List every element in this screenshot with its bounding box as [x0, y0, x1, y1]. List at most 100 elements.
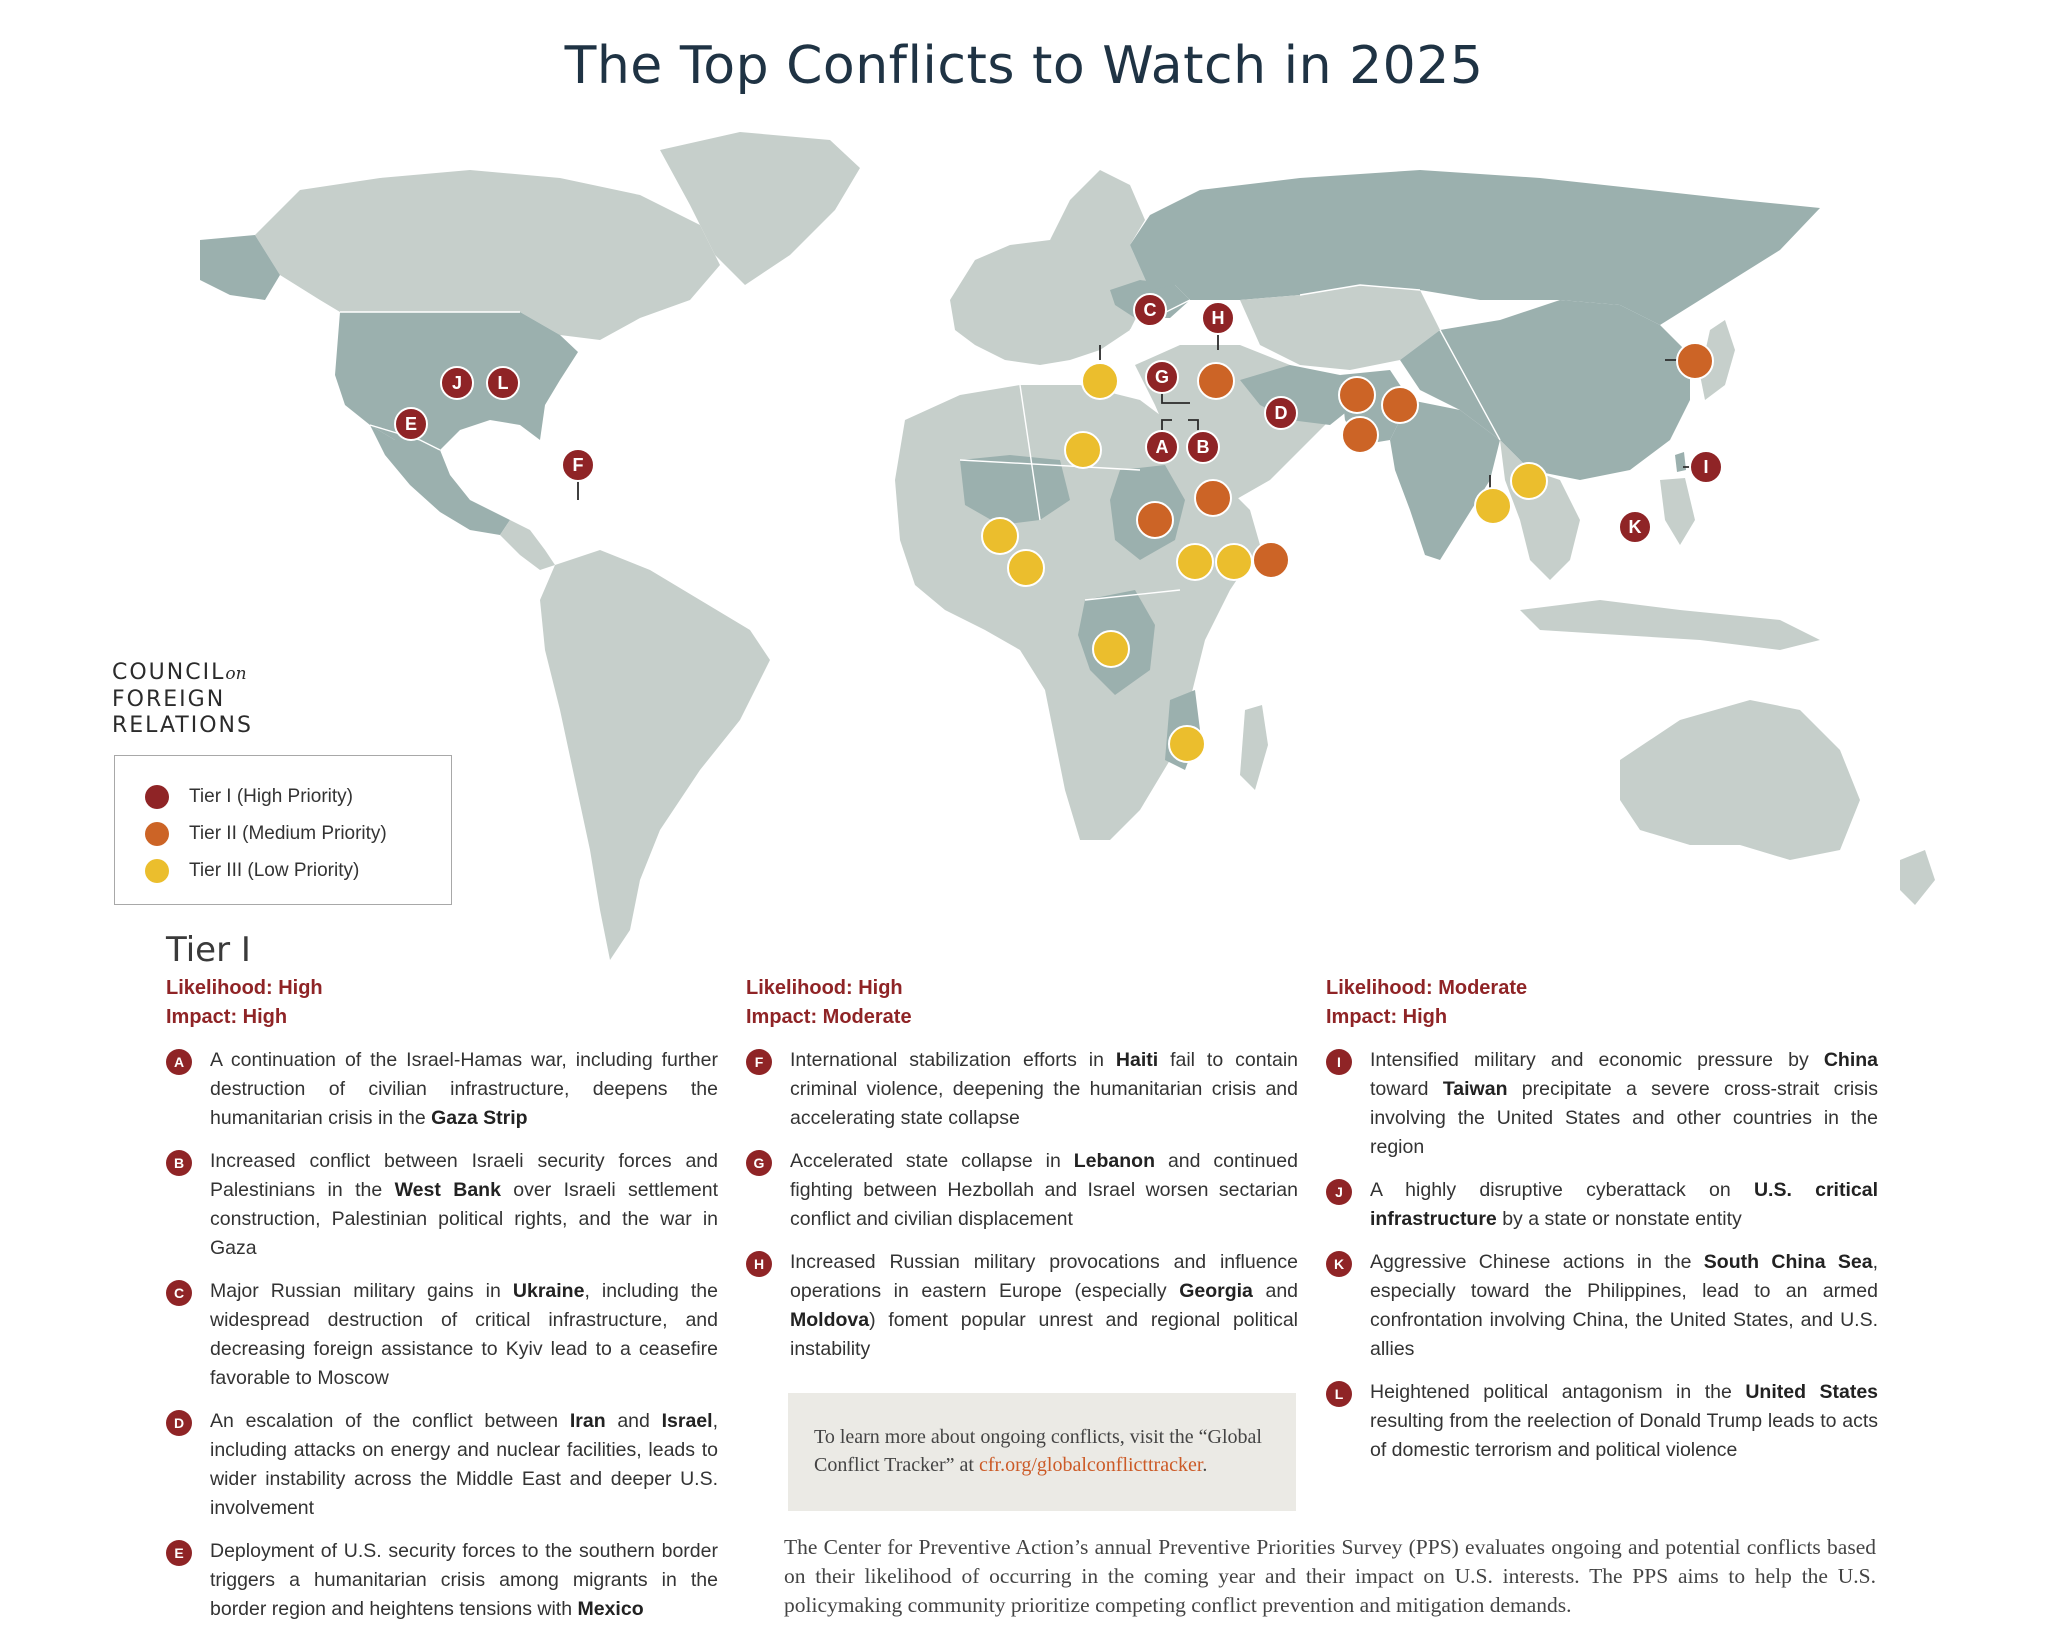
- marker-c[interactable]: C: [1133, 293, 1167, 327]
- tier3-marker-myanmar[interactable]: [1510, 462, 1548, 500]
- conflict-keyword: U.S. critical infrastructure: [1370, 1179, 1878, 1230]
- map-central-asia: [1240, 285, 1440, 370]
- likelihood-label: Likelihood: Moderate: [1326, 977, 1528, 999]
- conflict-text: and: [1252, 1280, 1299, 1302]
- tier3-marker-mozambique[interactable]: [1168, 725, 1206, 763]
- map-europe: [950, 200, 1150, 365]
- conflict-item-k: K Aggressive Chinese actions in the South…: [1326, 1248, 1878, 1364]
- legend-dot-tier1: [145, 784, 169, 809]
- conflict-keyword: Ukraine: [512, 1280, 585, 1302]
- conflict-text: Major Russian military gains in: [210, 1280, 513, 1302]
- conflict-text: resulting from the reelection of Donald …: [1370, 1410, 1878, 1461]
- conflict-item-j: J A highly disruptive cyberattack on U.S.…: [1326, 1176, 1878, 1234]
- conflict-item-a: A A continuation of the Israel-Hamas war,…: [166, 1046, 718, 1133]
- logo-line-council: COUNCIL: [112, 660, 226, 685]
- marker-a[interactable]: A: [1145, 430, 1179, 464]
- tier2-marker-pakistan-north[interactable]: [1381, 386, 1419, 424]
- conflict-text: , especially toward the Philippines, lea…: [1370, 1251, 1879, 1360]
- tier2-marker-afghanistan[interactable]: [1338, 376, 1376, 414]
- tier3-marker-libya[interactable]: [1064, 431, 1102, 469]
- conflict-text: Intensified military and economic pressu…: [1370, 1049, 1824, 1071]
- conflict-item-h: H Increased Russian military provocations…: [746, 1248, 1298, 1364]
- conflict-badge-j: J: [1326, 1179, 1352, 1205]
- tier2-marker-sudan[interactable]: [1136, 501, 1174, 539]
- conflict-text: A highly disruptive cyberattack on: [1370, 1179, 1754, 1201]
- conflict-keyword: Haiti: [1115, 1049, 1159, 1071]
- conflict-text: ) foment popular unrest and regional pol…: [790, 1309, 1298, 1360]
- conflict-keyword: Israel: [661, 1410, 713, 1432]
- conflict-badge-a: A: [166, 1049, 192, 1075]
- marker-l[interactable]: L: [486, 366, 520, 400]
- conflict-text: Increased Russian military provocations …: [790, 1251, 1298, 1302]
- pps-description: The Center for Preventive Action’s annua…: [784, 1535, 1876, 1617]
- conflict-badge-d: D: [166, 1410, 192, 1436]
- conflict-tracker-link[interactable]: cfr.org/globalconflicttracker: [978, 1454, 1203, 1476]
- marker-g[interactable]: G: [1145, 360, 1179, 394]
- legend-label-tier1: Tier I (High Priority): [189, 785, 353, 807]
- conflict-keyword: Mexico: [577, 1598, 644, 1620]
- legend-item-tier2: Tier II (Medium Priority): [145, 815, 451, 852]
- world-map: J L E F C H G A B D I K: [200, 132, 1935, 960]
- impact-label: Impact: High: [1326, 1006, 1448, 1028]
- tier2-marker-korea[interactable]: [1676, 342, 1714, 380]
- logo-line-foreign: FOREIGN: [112, 687, 226, 712]
- conflict-badge-c: C: [166, 1280, 192, 1306]
- impact-label: Impact: High: [166, 1006, 288, 1028]
- conflict-keyword: Iran: [569, 1410, 606, 1432]
- marker-h[interactable]: H: [1201, 301, 1235, 335]
- marker-i[interactable]: I: [1689, 450, 1723, 484]
- conflict-text: Deployment of U.S. security forces to th…: [210, 1540, 718, 1620]
- conflict-text: toward: [1370, 1078, 1443, 1100]
- conflict-text: , including attacks on energy and nuclea…: [210, 1410, 718, 1519]
- legend-dot-tier3: [145, 858, 169, 883]
- map-alaska: [200, 235, 280, 300]
- tier3-marker-nigeria[interactable]: [1007, 549, 1045, 587]
- tier3-marker-ethiopia-east[interactable]: [1215, 543, 1253, 581]
- conflict-text: over Israeli settlement construction, Pa…: [210, 1179, 718, 1259]
- conflict-badge-e: E: [166, 1540, 192, 1566]
- conflict-keyword: Georgia: [1179, 1280, 1253, 1302]
- tier2-marker-somalia[interactable]: [1252, 541, 1290, 579]
- world-map-svg: [200, 132, 1935, 960]
- map-russia: [1130, 170, 1820, 325]
- marker-f[interactable]: F: [561, 448, 595, 482]
- map-mexico: [370, 425, 510, 535]
- conflict-keyword: South China Sea: [1703, 1251, 1873, 1273]
- item-list: I Intensified military and economic press…: [1326, 1046, 1878, 1465]
- marker-b[interactable]: B: [1186, 430, 1220, 464]
- tier3-marker-mediterranean[interactable]: [1081, 362, 1119, 400]
- conflict-keyword: United States: [1745, 1381, 1879, 1403]
- map-iran-region: [1240, 365, 1355, 425]
- conflict-keyword: Lebanon: [1073, 1150, 1155, 1172]
- marker-k[interactable]: K: [1618, 510, 1652, 544]
- tier3-marker-sahel[interactable]: [981, 517, 1019, 555]
- map-canada: [255, 170, 720, 340]
- tier2-marker-lebanon-region[interactable]: [1197, 362, 1235, 400]
- marker-d[interactable]: D: [1264, 396, 1298, 430]
- tier2-marker-pakistan[interactable]: [1341, 416, 1379, 454]
- leader-line-west-bank: [1188, 419, 1199, 430]
- conflict-item-e: E Deployment of U.S. security forces to t…: [166, 1537, 718, 1624]
- map-philippines: [1660, 478, 1695, 545]
- conflict-text: by a state or nonstate entity: [1496, 1208, 1742, 1230]
- conflict-keyword: Moldova: [790, 1309, 870, 1331]
- conflict-item-d: D An escalation of the conflict between I…: [166, 1407, 718, 1523]
- conflict-text: fail to contain criminal violence, deepe…: [790, 1049, 1298, 1129]
- tier3-marker-india-east[interactable]: [1474, 487, 1512, 525]
- marker-j[interactable]: J: [440, 366, 474, 400]
- tier3-marker-drc[interactable]: [1092, 630, 1130, 668]
- map-australia: [1620, 700, 1860, 860]
- cfr-logo: COUNCILon FOREIGN RELATIONS: [112, 660, 253, 739]
- note-end: .: [1202, 1454, 1208, 1476]
- tier3-marker-ethiopia[interactable]: [1176, 543, 1214, 581]
- map-scandinavia: [1050, 170, 1145, 245]
- column-group-2: Likelihood: High Impact: Moderate F Inter…: [746, 974, 1298, 1364]
- column-group-3: Likelihood: Moderate Impact: High I Inten…: [1326, 974, 1878, 1465]
- map-south-america: [540, 550, 770, 960]
- conflict-item-f: F International stabilization efforts in …: [746, 1046, 1298, 1133]
- item-list: F International stabilization efforts in …: [746, 1046, 1298, 1364]
- marker-e[interactable]: E: [394, 407, 428, 441]
- map-legend: Tier I (High Priority) Tier II (Medium P…: [114, 755, 452, 905]
- map-japan: [1700, 320, 1735, 400]
- tier2-marker-egypt-sudan[interactable]: [1194, 479, 1232, 517]
